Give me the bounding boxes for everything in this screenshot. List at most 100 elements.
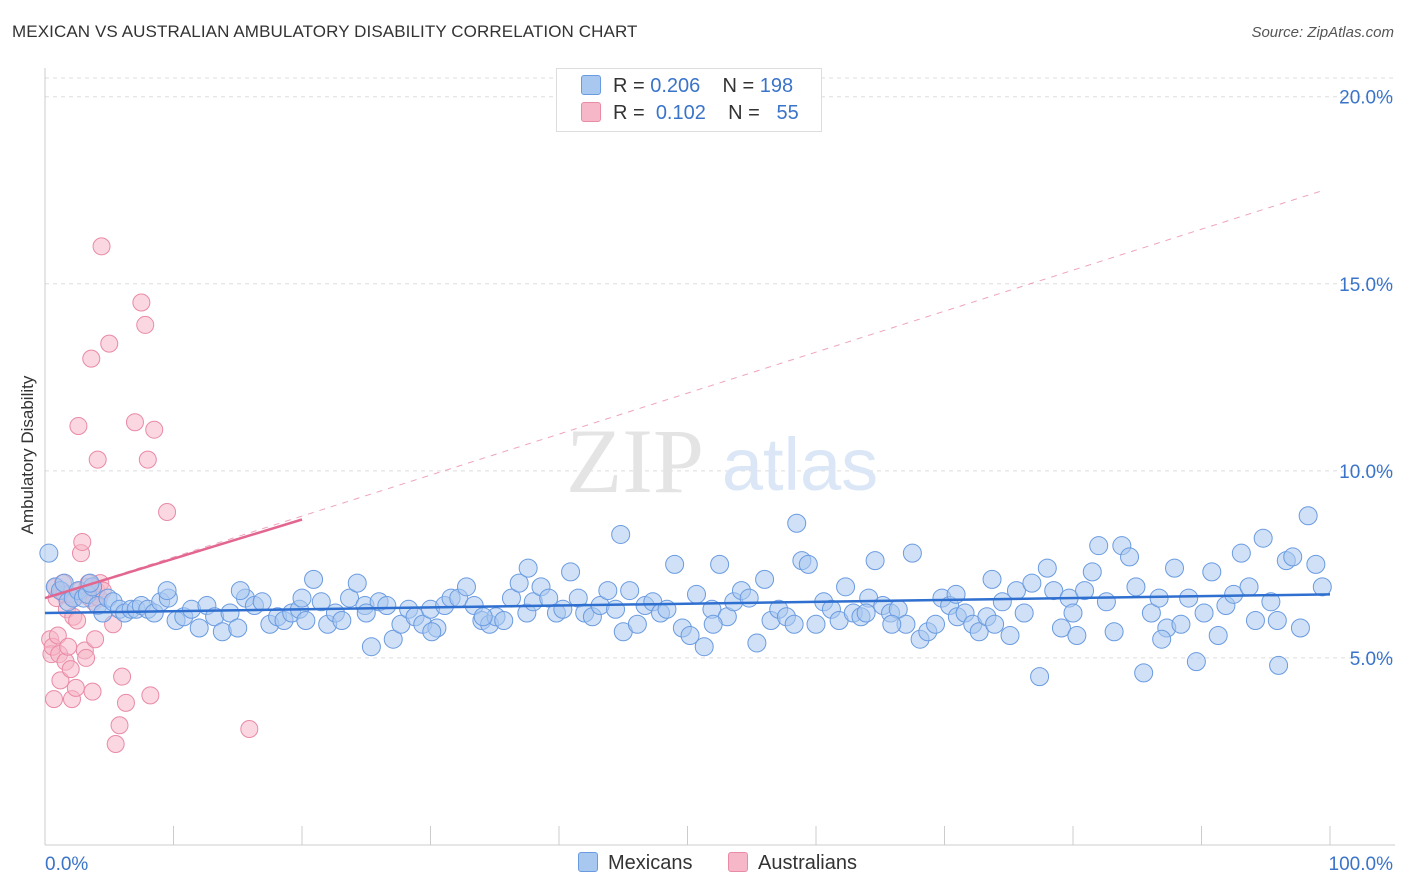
mexicans-point [1165,558,1185,578]
mexicans-point [1298,506,1318,526]
australians-point [132,293,151,312]
mexicans-point [422,622,442,642]
mexicans-point [1152,629,1172,649]
legend-swatch-mexicans [581,75,601,95]
mexicans-point [252,592,272,612]
legend-swatch-australians [581,102,601,122]
watermark-atlas: atlas [722,423,878,506]
mexicans-point [902,543,922,563]
mexicans-point [1202,562,1222,582]
source-label: Source: ZipAtlas.com [1251,24,1394,41]
mexicans-point [1089,536,1109,556]
mexicans-point [1022,573,1042,593]
australians-point [68,611,87,630]
australians-point [83,682,102,701]
mexicans-point [856,603,876,623]
mexicans-point [926,614,946,634]
mexicans-point [787,513,807,533]
australians-point [116,693,135,712]
mexicans-point [356,603,376,623]
australians-point [48,626,67,645]
australians-point [138,450,157,469]
legend-r-value: 0.102 [655,102,706,124]
mexicans-point [1104,622,1124,642]
series-legend: Mexicans Australians [578,852,887,875]
mexicans-point [1051,618,1071,638]
australians-point [66,678,85,697]
mexicans-point [969,622,989,642]
mexicans-point [747,633,767,653]
mexicans-point [755,569,775,589]
series-swatch-australians [728,852,749,872]
australians-point [110,716,129,735]
australians-point [125,413,144,432]
australians-point [44,690,63,709]
mexicans-point [784,614,804,634]
series-legend-mexicans[interactable]: Mexicans [578,852,692,875]
mexicans-point [1171,614,1191,634]
trend-lines [44,518,1331,615]
legend-n-label: N = [722,75,755,97]
australians-point [141,686,160,705]
australians-points [41,237,259,753]
mexicans-point [230,581,250,601]
mexicans-point [1269,655,1289,675]
mexicans-point [1179,588,1199,608]
mexicans-point [680,625,700,645]
mexicans-point [1283,547,1303,567]
australians-point [240,720,259,739]
australians-trend-dashed [44,189,1324,599]
mexicans-point [518,558,538,578]
australians-point [106,734,125,753]
x-tick-label-max: 100.0% [1329,854,1394,875]
mexicans-point [361,637,381,657]
mexicans-point [1126,577,1146,597]
mexicans-point [982,569,1002,589]
mexicans-point [311,592,331,612]
mexicans-point [1067,625,1087,645]
australians-point [158,503,177,522]
mexicans-point [1267,611,1287,631]
mexicans-point [611,524,631,544]
mexicans-point [1239,577,1259,597]
mexicans-point [1245,611,1265,631]
mexicans-point [539,588,559,608]
mexicans-point [39,543,59,563]
mexicans-point [1134,663,1154,683]
australians-point [73,532,92,551]
mexicans-point [1141,603,1161,623]
australians-point [88,450,107,469]
chart-title: MEXICAN VS AUSTRALIAN AMBULATORY DISABIL… [12,22,638,41]
australians-trend-line [44,518,303,600]
mexicans-point [1224,584,1244,604]
mexicans-point [1120,547,1140,567]
mexicans-point [686,584,706,604]
mexicans-point [865,551,885,571]
legend-n-label: N = [728,102,760,124]
series-legend-australians[interactable]: Australians [728,852,857,875]
mexicans-point [494,611,514,631]
mexicans-point [1186,652,1206,672]
mexicans-point [292,588,312,608]
australians-point [113,667,132,686]
mexicans-point [1000,625,1020,645]
mexicans-point [739,588,759,608]
australians-point [145,420,164,439]
legend-r-label: R = [613,75,645,97]
mexicans-point [1075,581,1095,601]
mexicans-point [1194,603,1214,623]
australians-point [82,349,101,368]
mexicans-point [1261,592,1281,612]
y-tick-label: 20.0% [1339,88,1393,109]
correlation-legend: R = 0.206 N = 198 R = 0.102 N = 55 [556,68,822,132]
mexicans-point [1014,603,1034,623]
mexicans-point [296,611,316,631]
australians-point [86,630,105,649]
legend-row-mexicans: R = 0.206 N = 198 [581,75,793,99]
mexicans-point [561,562,581,582]
mexicans-point [985,614,1005,634]
mexicans-point [1037,558,1057,578]
series-legend-label: Australians [758,852,857,874]
mexicans-trend-line [44,593,1331,615]
